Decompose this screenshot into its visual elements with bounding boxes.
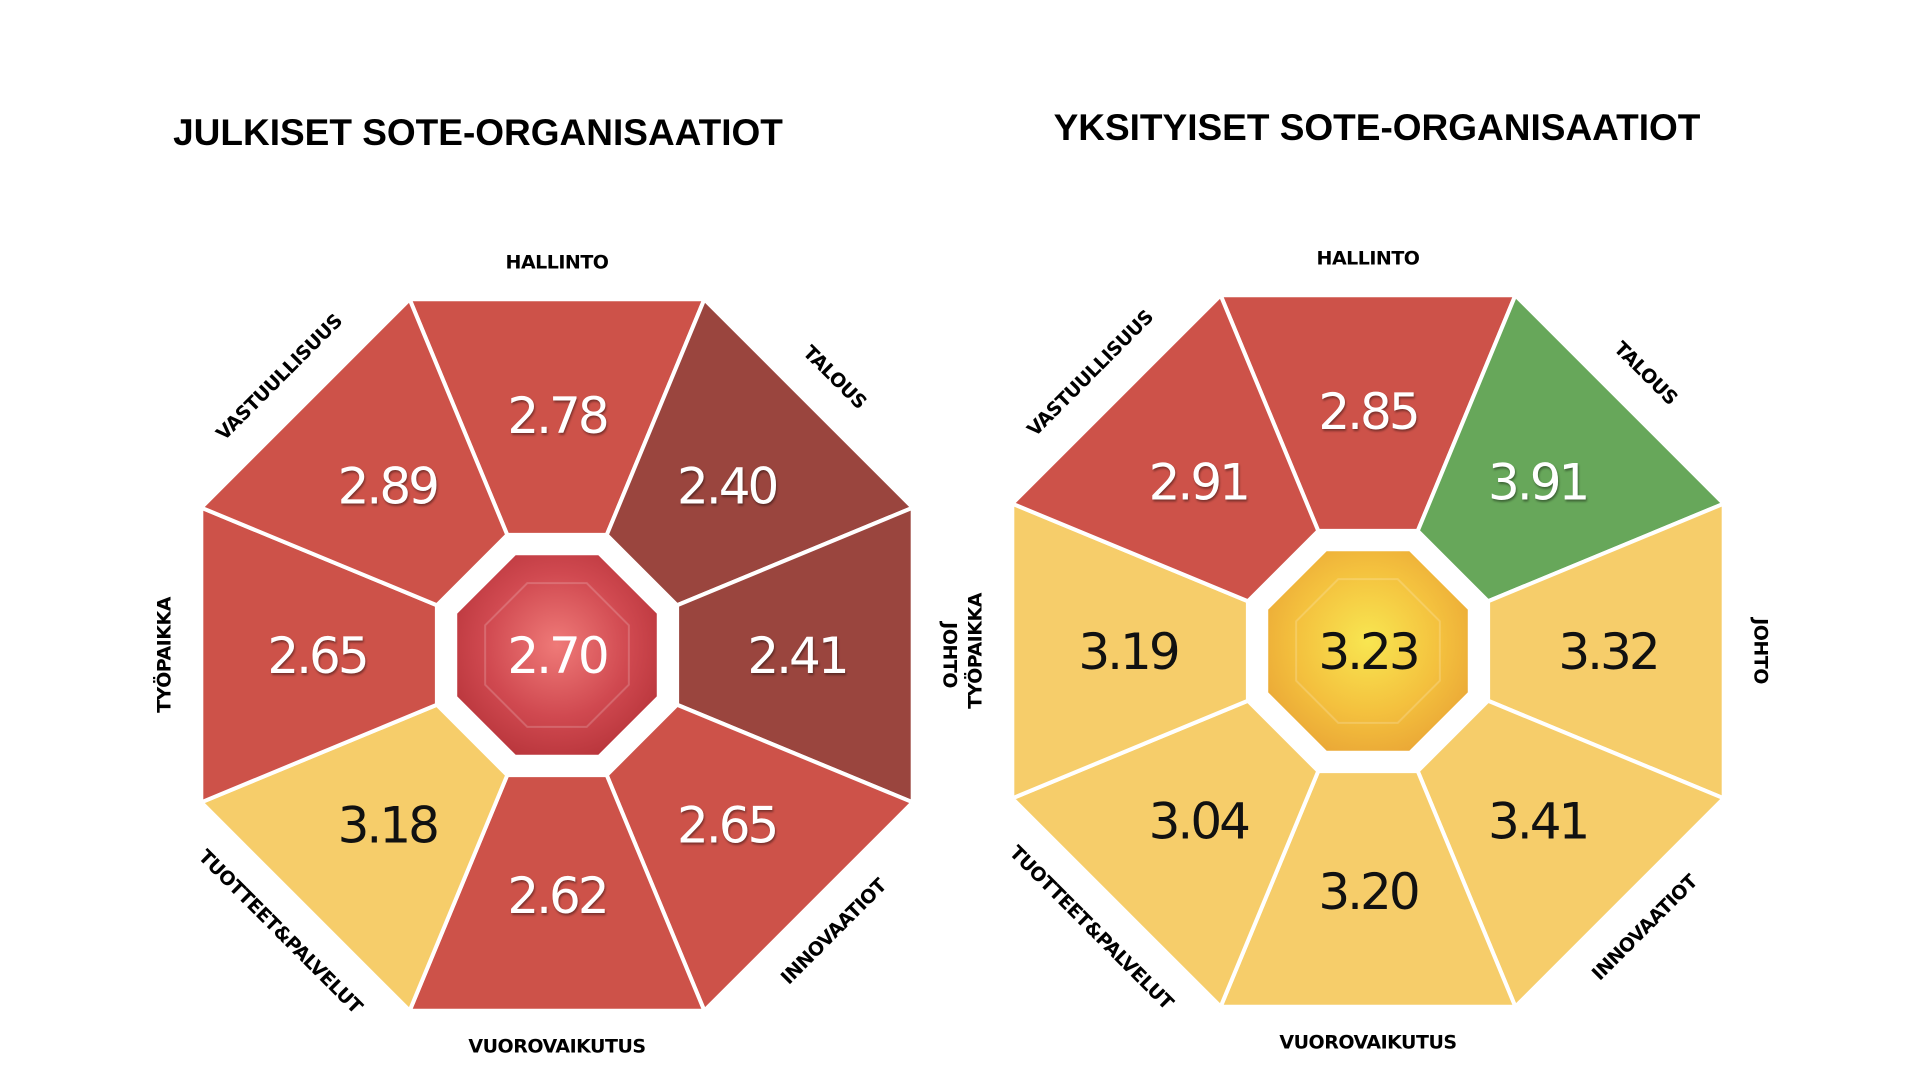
center-jewel [457, 555, 657, 755]
segment-label: TYÖPAIKKA [963, 592, 987, 709]
segment-value: 2.62 [507, 867, 606, 925]
segment-label: TYÖPAIKKA [152, 596, 176, 713]
chart-title: JULKISET SOTE-ORGANISAATIOT [173, 112, 783, 153]
segment-label: JOHTO [1750, 616, 1772, 684]
segment-value: 3.41 [1488, 793, 1587, 851]
segment-value: 2.91 [1149, 453, 1248, 511]
segment-value: 2.65 [677, 797, 776, 855]
segment-value: 2.41 [747, 627, 846, 685]
segment-value: 3.20 [1318, 863, 1418, 921]
segment-value: 3.04 [1149, 793, 1249, 851]
center-value: 2.70 [507, 627, 607, 685]
jewel-facet [1295, 578, 1441, 724]
segment-value: 2.89 [338, 457, 438, 515]
center-value: 3.23 [1318, 623, 1417, 681]
segment-label: HALLINTO [1317, 248, 1420, 270]
jewel-facet [484, 582, 630, 728]
segment-value: 3.91 [1488, 453, 1587, 511]
segment-label: VUOROVAIKUTUS [468, 1036, 645, 1058]
center-jewel [1268, 551, 1468, 751]
chart-title: YKSITYISET SOTE-ORGANISAATIOT [1054, 107, 1701, 148]
segment-value: 3.32 [1558, 623, 1657, 681]
segment-value: 2.78 [507, 387, 607, 445]
segment-value: 2.85 [1318, 383, 1417, 441]
segment-value: 3.18 [338, 797, 438, 855]
segment-label: VUOROVAIKUTUS [1279, 1032, 1456, 1054]
segment-label: HALLINTO [506, 252, 609, 274]
segment-value: 2.65 [267, 627, 366, 685]
segment-label: JOHTO [939, 620, 961, 688]
segment-value: 3.19 [1078, 623, 1178, 681]
segment-value: 2.40 [677, 457, 777, 515]
